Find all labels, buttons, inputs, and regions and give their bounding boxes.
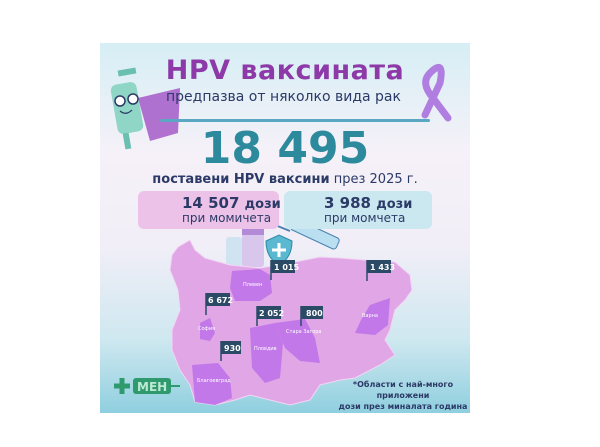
flag-value-blagoevgrad: 930 [224,344,241,353]
region-label-pleven: Плевен [243,282,262,288]
subtitle: предпазва от няколко вида рак [166,89,401,105]
girls-doses-value: 14 507 [182,194,240,212]
flag-blagoevgrad: 930 [220,341,241,361]
syringe-mascot-icon [110,67,180,150]
flag-sofia: 6 672 [205,293,233,315]
map-markers: Плевен Варна София Пловдив Стара Загора … [114,260,395,394]
flag-value-stara-zagora: 800 [306,309,323,318]
page-title: HPV ваксината [165,55,405,86]
flag-stara-zagora: 800 [300,306,323,326]
vaccine-vials-icon [226,229,264,267]
region-sofia [200,318,215,341]
girls-doses-unit: дози [244,197,281,212]
region-blagoevgrad [192,363,232,405]
region-varna [355,298,390,335]
boys-doses-unit: дози [376,197,413,212]
footnote-line-1: *Области с най-много приложени [352,380,454,400]
total-caption-bold: поставени HPV ваксини [152,172,330,187]
men-logo: МЕН [114,378,180,394]
hpv-infographic: Плевен Варна София Пловдив Стара Загора … [100,43,470,413]
total-caption-rest: през 2025 г. [333,172,418,187]
divider [160,119,430,122]
flag-value-pleven: 1 015 [274,263,299,272]
flag-value-sofia: 6 672 [208,296,233,305]
region-plovdiv [250,323,283,383]
flag-varna: 1 433 [366,260,395,281]
flag-pleven: 1 015 [270,260,299,280]
total-caption: поставени HPV ваксини през 2025 г. [100,172,470,187]
flag-value-plovdiv: 2 052 [259,309,284,318]
region-label-blagoevgrad: Благоевград [197,378,231,384]
region-pleven [230,269,272,301]
boys-doses-card: 3 988 дози при момчета [284,191,432,229]
region-label-sofia: София [198,326,215,332]
region-label-varna: Варна [362,313,378,319]
boys-doses-label: при момчета [324,211,406,225]
flag-value-varna: 1 433 [370,263,395,272]
girls-doses-label: при момичета [182,211,272,225]
bulgaria-map [169,239,413,406]
flag-plovdiv: 2 052 [256,306,284,326]
awareness-ribbon-icon [421,63,452,122]
boys-doses-value: 3 988 [324,194,371,212]
girls-doses-card: 14 507 дози при момичета [138,191,281,229]
logo-text: МЕН [137,380,167,394]
total-vaccines: 18 495 [200,123,370,174]
footnote-line-2: дози през миналата година [338,402,468,411]
footnote: *Области с най-много приложени дози през… [336,379,470,412]
region-stara-zagora [275,319,320,363]
region-label-plovdiv: Пловдив [254,346,277,352]
region-label-stara-zagora: Стара Загора [286,329,322,335]
